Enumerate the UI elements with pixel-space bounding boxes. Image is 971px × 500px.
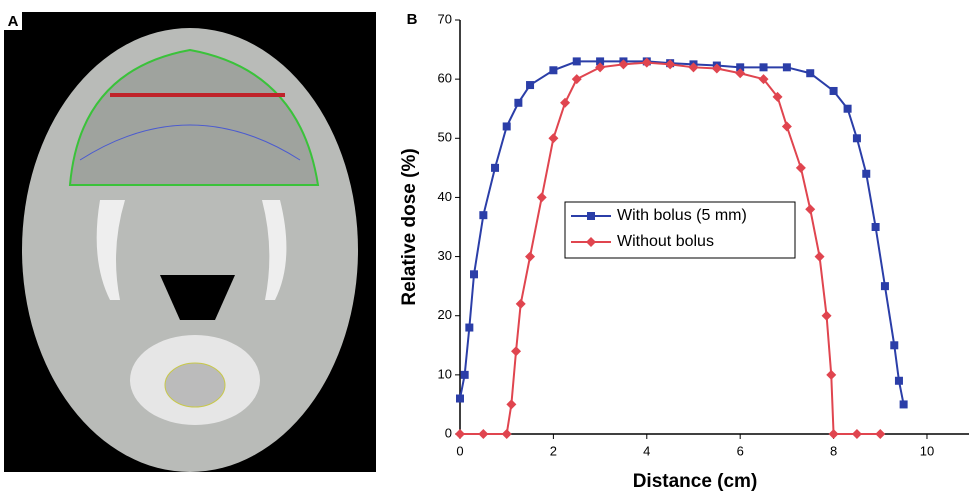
marker	[560, 97, 571, 108]
marker	[735, 68, 746, 79]
y-tick-label: 40	[438, 189, 452, 204]
marker	[455, 429, 465, 439]
legend-marker	[587, 212, 595, 220]
marker	[759, 63, 768, 72]
marker	[526, 81, 535, 90]
marker	[470, 270, 479, 279]
marker	[781, 121, 792, 132]
marker	[618, 59, 629, 70]
blue-contour	[79, 124, 301, 161]
marker	[665, 59, 676, 70]
marker	[862, 169, 871, 178]
y-tick-label: 0	[445, 425, 452, 440]
panel-label: A	[8, 13, 19, 30]
marker	[572, 57, 581, 66]
ct-panel: A	[4, 12, 376, 472]
series-line	[459, 60, 905, 405]
marker	[875, 429, 886, 439]
x-tick-label: 6	[737, 443, 744, 458]
marker	[736, 63, 745, 72]
x-tick-label: 10	[920, 443, 934, 458]
y-tick-label: 60	[438, 71, 452, 86]
marker	[641, 57, 652, 68]
marker	[805, 204, 816, 215]
marker	[501, 429, 512, 439]
x-tick-label: 0	[456, 443, 463, 458]
marker	[758, 74, 769, 85]
marker	[491, 163, 500, 172]
x-tick-label: 4	[643, 443, 650, 458]
marker	[548, 133, 559, 144]
marker	[549, 66, 558, 75]
marker	[515, 298, 526, 309]
bone	[96, 200, 125, 300]
bone	[262, 200, 287, 300]
marker	[571, 74, 582, 85]
panel-label: B	[407, 11, 418, 28]
marker	[711, 63, 722, 74]
legend-marker	[586, 237, 596, 247]
marker	[826, 369, 837, 380]
marker	[478, 429, 489, 439]
marker	[460, 370, 469, 379]
marker	[828, 429, 839, 439]
legend-label: With bolus (5 mm)	[617, 207, 747, 224]
y-tick-label: 50	[438, 130, 452, 145]
marker	[795, 162, 806, 173]
y-tick-label: 70	[438, 11, 452, 26]
x-axis-title: Distance (cm)	[633, 471, 758, 492]
target-contour	[68, 48, 320, 186]
y-axis-title: Relative dose (%)	[399, 148, 420, 305]
spinal-canal	[164, 362, 226, 408]
marker	[852, 134, 861, 143]
marker	[894, 376, 903, 385]
marker	[479, 211, 488, 220]
marker	[806, 69, 815, 78]
marker	[843, 104, 852, 113]
marker	[782, 63, 791, 72]
y-tick-label: 30	[438, 248, 452, 263]
marker	[821, 310, 832, 321]
marker	[456, 394, 464, 403]
marker	[536, 192, 547, 203]
marker	[890, 341, 899, 350]
marker	[899, 400, 908, 409]
marker	[851, 429, 862, 439]
marker	[814, 251, 825, 262]
marker	[595, 62, 606, 73]
marker	[829, 86, 838, 95]
x-tick-label: 8	[830, 443, 837, 458]
marker	[465, 323, 474, 332]
marker	[514, 98, 523, 107]
legend-box	[564, 201, 796, 259]
airway	[160, 275, 235, 320]
label-bg	[4, 12, 22, 30]
marker	[871, 223, 880, 231]
marker	[880, 282, 889, 291]
marker	[511, 346, 522, 357]
y-tick-label: 10	[438, 366, 452, 381]
legend-label: Without bolus	[617, 233, 714, 250]
marker	[596, 57, 605, 66]
x-tick-label: 2	[550, 443, 557, 458]
y-tick-label: 20	[438, 307, 452, 322]
marker	[502, 122, 511, 131]
marker	[506, 399, 517, 410]
marker	[525, 251, 536, 262]
marker	[772, 91, 783, 102]
marker	[688, 62, 699, 73]
